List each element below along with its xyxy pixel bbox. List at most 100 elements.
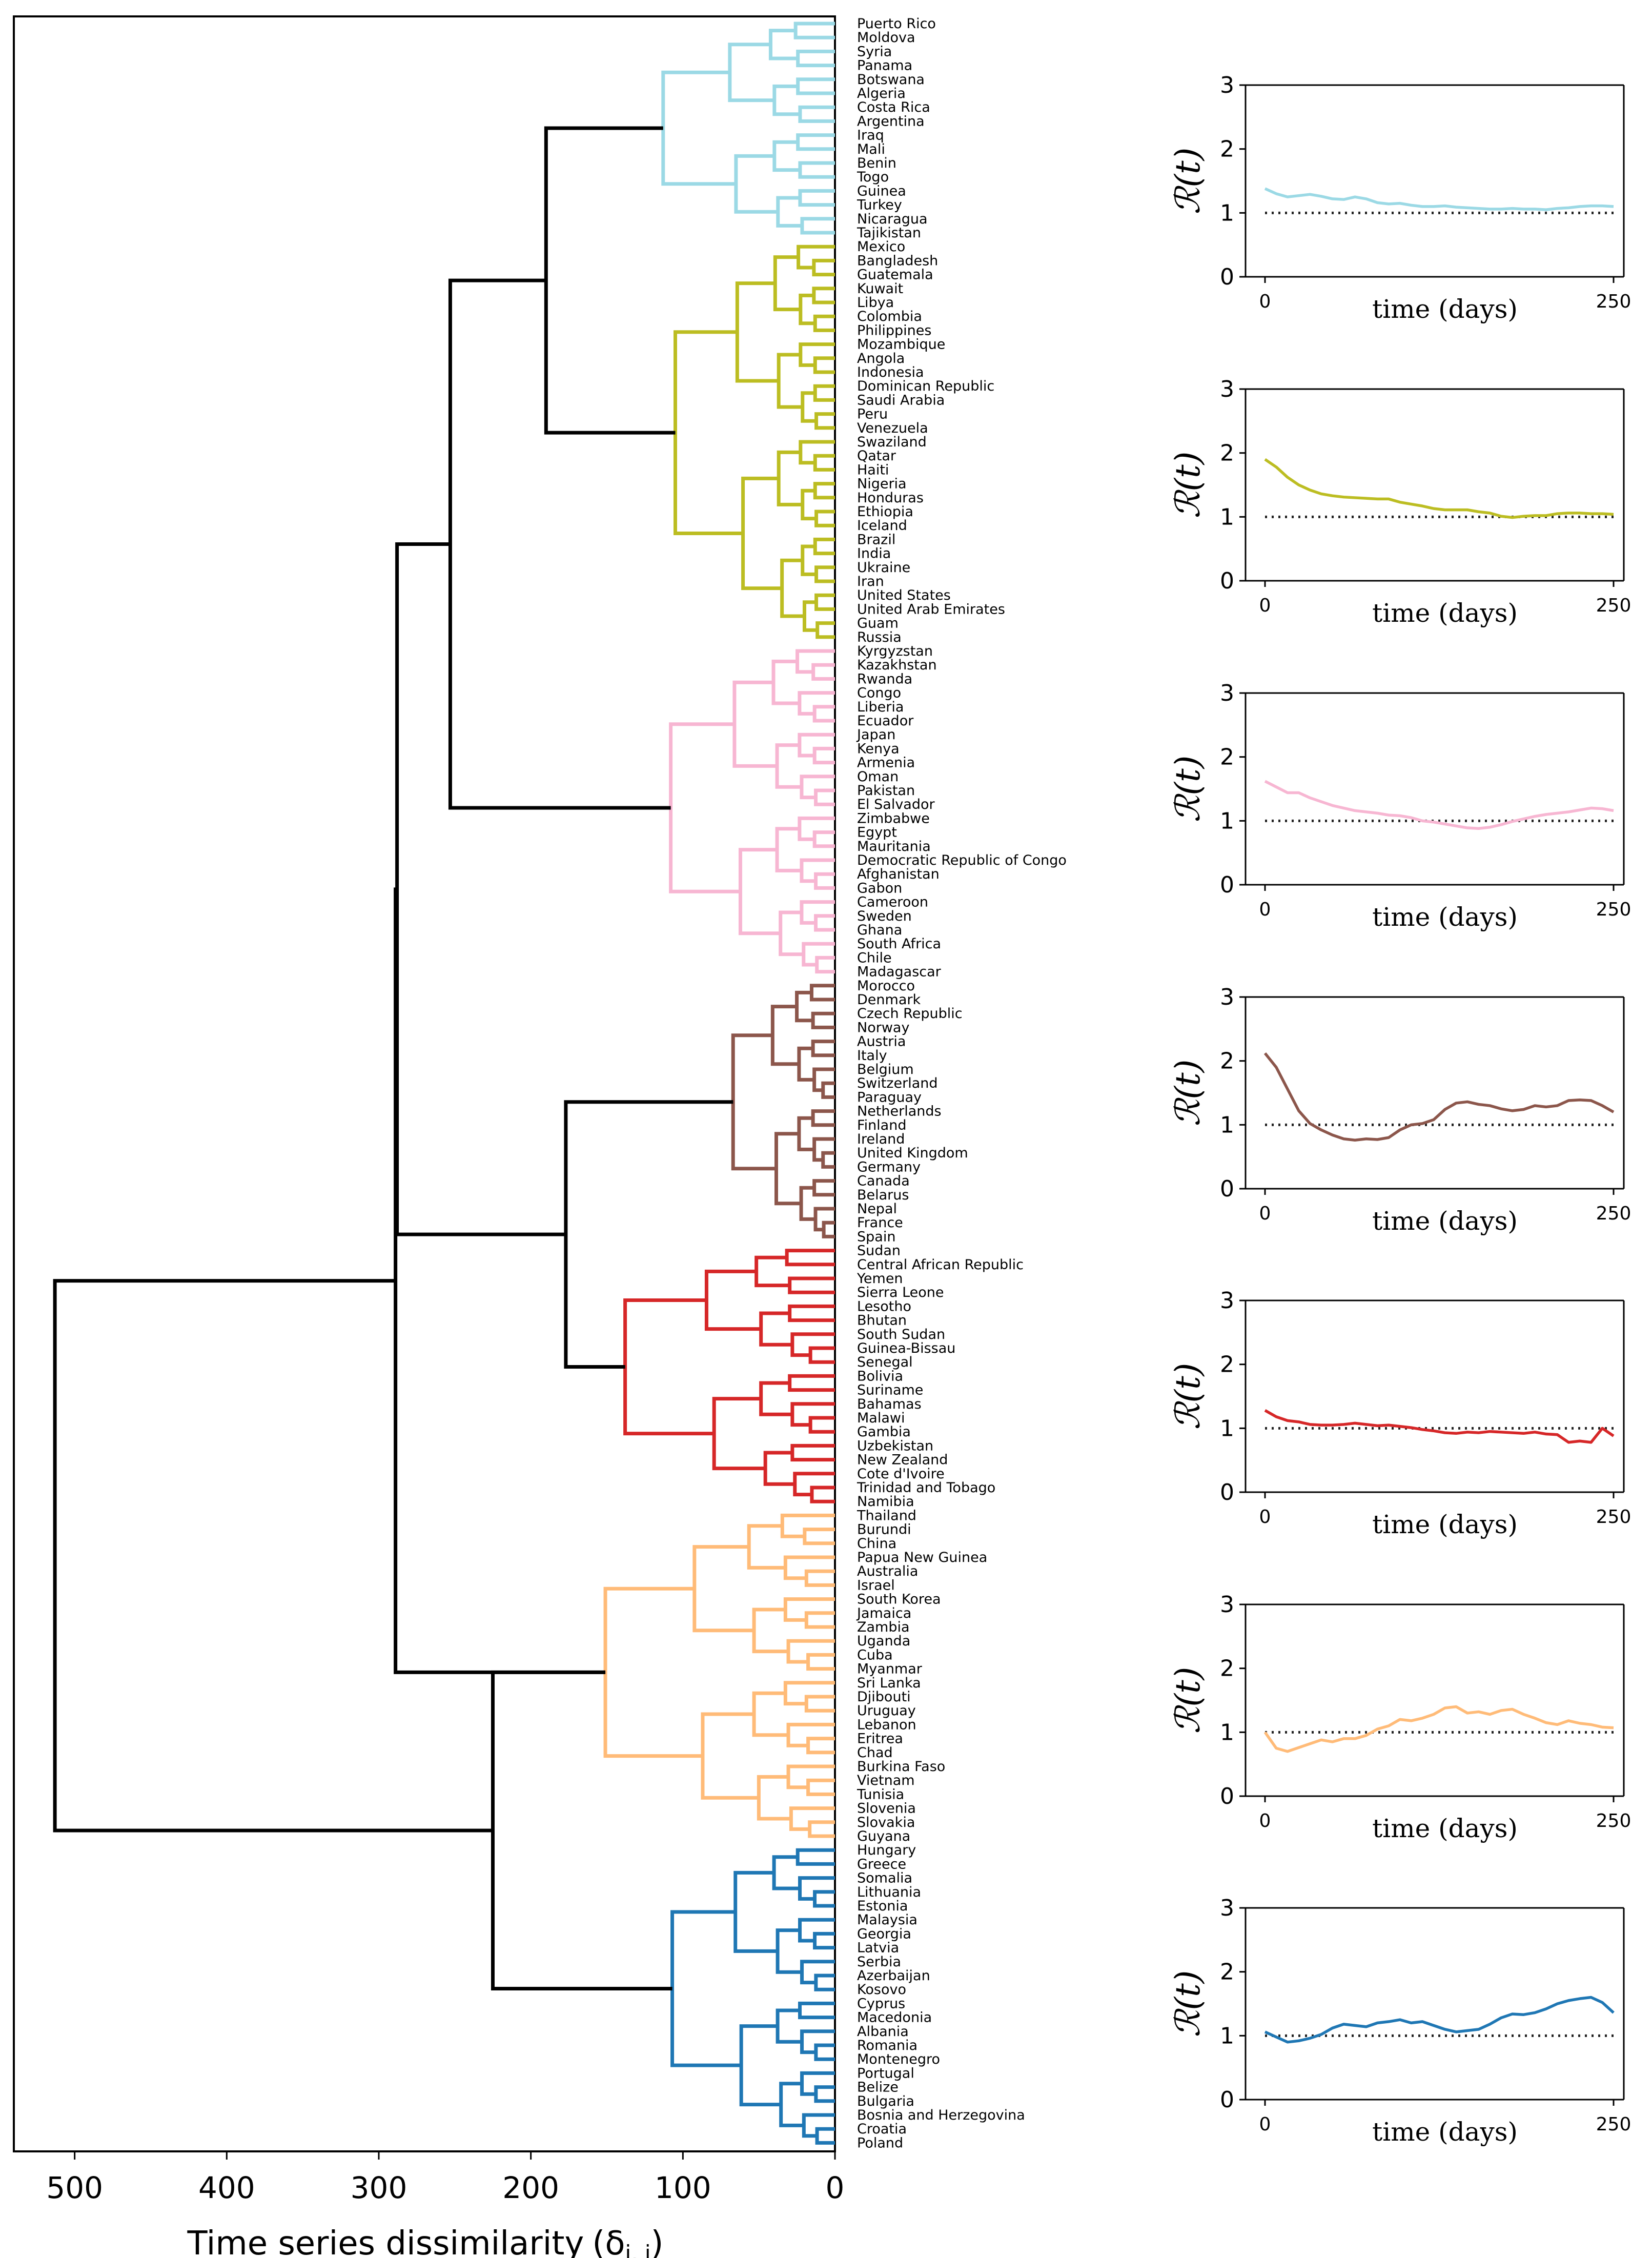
dendrogram-link [732, 680, 778, 768]
dendrogram-link [814, 1974, 835, 1991]
leaf-label: Japan [856, 727, 895, 743]
leaf-label: El Salvador [857, 797, 935, 812]
dendrogram-link [813, 537, 835, 556]
leaf-label: Zambia [857, 1619, 910, 1635]
leaf-label: Slovakia [857, 1815, 915, 1830]
y-tick-label: 2 [1220, 1352, 1234, 1378]
y-axis-label: ℛ(t) [1168, 1363, 1208, 1430]
leaf-label: Cameroon [857, 894, 928, 910]
leaf-label: Tunisia [856, 1786, 904, 1802]
leaf-label: Uzbekistan [857, 1438, 933, 1454]
dendrogram-link [799, 293, 815, 326]
dendrogram-link [813, 384, 835, 402]
x-tick-label: 250 [1596, 595, 1631, 616]
rt-series-line [1263, 1052, 1615, 1142]
leaf-label: Malaysia [857, 1912, 917, 1928]
leaf-label: Azerbaijan [857, 1968, 930, 1984]
leaf-label: Madagascar [857, 964, 942, 980]
dendrogram-link [813, 482, 835, 500]
dendrogram-link [796, 649, 835, 674]
leaf-label: China [857, 1536, 896, 1552]
leaf-label: Turkey [856, 197, 902, 213]
leaf-label: Ghana [857, 922, 902, 938]
dendrogram-link [674, 330, 743, 535]
dendrogram-link [800, 217, 835, 235]
leaf-label: Bahamas [857, 1396, 922, 1412]
leaf-label: Guinea-Bissau [857, 1340, 955, 1356]
dendrogram-link [798, 733, 835, 758]
leaf-label: Guatemala [857, 267, 933, 283]
leaf-label: Myanmar [857, 1661, 923, 1677]
dendrogram-link [731, 1033, 777, 1171]
dendrogram-link [813, 1931, 835, 1950]
leaf-label: South Sudan [857, 1327, 945, 1342]
y-tick-label: 3 [1220, 984, 1234, 1010]
leaf-label: Poland [857, 2135, 903, 2151]
leaf-label: Guinea [857, 183, 906, 199]
x-tick-label: 250 [1596, 1507, 1631, 1528]
y-axis-label: ℛ(t) [1168, 1667, 1208, 1734]
leaf-label: Cyprus [857, 1996, 905, 2011]
leaf-label: Pakistan [857, 783, 915, 799]
leaf-label: India [857, 546, 891, 562]
leaf-label: Liberia [857, 699, 904, 715]
leaf-label: Italy [857, 1048, 887, 1064]
dendrogram-link [772, 84, 800, 116]
dendrogram-link [783, 1681, 835, 1706]
leaf-label: Greece [857, 1856, 906, 1872]
x-axis-label: time (days) [1372, 902, 1518, 932]
leaf-label: Iran [857, 574, 884, 589]
leaf-label: Sierra Leone [857, 1285, 944, 1300]
x-tick-label: 0 [1259, 1507, 1271, 1528]
dendrogram-link [821, 1081, 835, 1099]
dendrogram-link [804, 1569, 835, 1587]
dendrogram-link [813, 356, 835, 374]
rt-series-line [1264, 1996, 1615, 2044]
leaf-label: Armenia [857, 755, 915, 771]
x-axis-label: time (days) [1372, 1206, 1518, 1236]
leaf-label: Ecuador [857, 713, 914, 729]
x-tick-label: 250 [1596, 1203, 1631, 1224]
leaf-label: Saudi Arabia [857, 392, 945, 408]
y-axis-label: ℛ(t) [1168, 1060, 1208, 1127]
dendrogram-link [790, 1332, 835, 1357]
rt-series-line [1264, 458, 1614, 519]
y-tick-label: 3 [1220, 680, 1234, 706]
rt-series-line [1264, 780, 1614, 830]
dendrogram-link [796, 133, 835, 151]
leaf-label: Iraq [857, 128, 884, 144]
leaf-label: Somalia [857, 1870, 912, 1886]
y-tick-label: 3 [1220, 1288, 1234, 1314]
dendrogram-links [53, 22, 835, 2145]
leaf-label: Montenegro [857, 2051, 940, 2067]
leaf-label: Mozambique [857, 337, 945, 353]
dendrogram-link [793, 1472, 835, 1497]
leaf-label: South Korea [857, 1592, 941, 1608]
leaf-label: Burkina Faso [857, 1759, 945, 1775]
x-tick-label: 100 [655, 2170, 711, 2205]
rt-series-line [1264, 187, 1614, 211]
leaf-label: Kosovo [857, 1982, 906, 1998]
leaf-label: Gabon [857, 880, 902, 896]
leaf-label: Israel [857, 1577, 895, 1593]
y-axis-label: ℛ(t) [1168, 452, 1208, 519]
dendrogram-link [800, 2071, 835, 2096]
leaf-label: Spain [857, 1229, 895, 1245]
leaf-label: Serbia [857, 1954, 901, 1970]
x-tick-label: 500 [46, 2170, 103, 2205]
dendrogram-link [814, 2043, 835, 2061]
dendrogram-link [811, 663, 835, 681]
dendrogram-link [814, 565, 835, 583]
y-tick-label: 3 [1220, 376, 1234, 402]
y-tick-label: 0 [1220, 1176, 1234, 1202]
x-tick-label: 250 [1596, 1811, 1631, 1832]
leaf-label: Panama [857, 58, 912, 74]
dendrogram-link [763, 1451, 795, 1486]
leaf-label: Uruguay [857, 1703, 916, 1719]
leaf-label: France [857, 1215, 903, 1231]
y-axis-label: ℛ(t) [1168, 148, 1208, 215]
leaf-label: Georgia [857, 1926, 911, 1942]
leaf-label: Lithuania [857, 1884, 921, 1900]
dendrogram-link [788, 1304, 835, 1323]
leaf-label: Guyana [857, 1828, 910, 1844]
